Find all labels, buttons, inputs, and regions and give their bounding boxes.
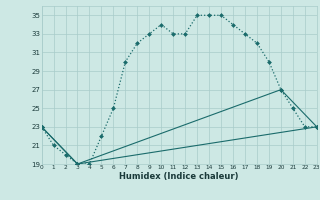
X-axis label: Humidex (Indice chaleur): Humidex (Indice chaleur) [119,172,239,181]
